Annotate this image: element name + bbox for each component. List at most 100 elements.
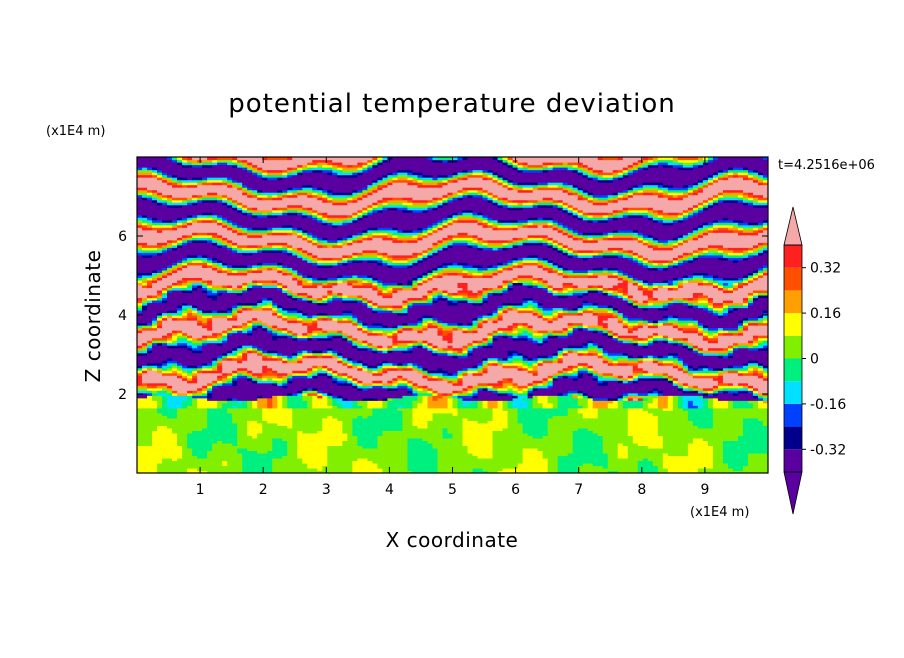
contour-cell: [312, 282, 323, 286]
contour-cell: [362, 385, 368, 389]
contour-cell: [282, 380, 288, 384]
contour-cell: [582, 312, 594, 316]
contour-cell: [457, 284, 469, 289]
contour-cell: [472, 325, 479, 329]
contour-cell: [187, 405, 198, 409]
contour-cell: [757, 242, 764, 246]
contour-cell: [712, 457, 724, 462]
contour-cell: [617, 450, 629, 454]
contour-cell: [347, 257, 353, 261]
contour-cell: [377, 442, 409, 447]
contour-cell: [622, 252, 629, 256]
contour-cell: [557, 289, 564, 294]
contour-cell: [402, 327, 414, 331]
contour-cell: [437, 322, 444, 326]
contour-cell: [682, 340, 689, 344]
contour-cell: [627, 299, 634, 304]
contour-cell: [717, 337, 754, 341]
contour-cell: [557, 262, 639, 266]
contour-cell: [152, 320, 158, 324]
contour-cell: [727, 390, 739, 394]
contour-cell: [607, 214, 614, 218]
contour-cell: [142, 309, 168, 314]
contour-cell: [517, 387, 524, 391]
contour-cell: [192, 337, 198, 341]
contour-cell: [297, 297, 303, 301]
contour-cell: [537, 277, 544, 281]
contour-cell: [237, 350, 243, 354]
contour-cell: [667, 317, 679, 321]
contour-cell: [737, 227, 744, 231]
contour-cell: [462, 274, 474, 278]
contour-cell: [397, 342, 409, 346]
contour-cell: [362, 299, 368, 304]
contour-cell: [472, 214, 479, 218]
contour-cell: [162, 272, 168, 276]
contour-cell: [737, 345, 749, 349]
contour-cell: [432, 412, 454, 416]
contour-cell: [452, 390, 459, 394]
contour-cell: [522, 282, 529, 286]
contour-cell: [547, 239, 554, 243]
contour-cell: [327, 400, 333, 404]
contour-cell: [587, 214, 594, 218]
contour-cell: [282, 360, 288, 364]
contour-cell: [702, 325, 709, 329]
contour-cell: [667, 355, 674, 359]
contour-cell: [282, 269, 288, 273]
contour-cell: [207, 259, 213, 263]
contour-cell: [462, 209, 474, 213]
contour-cell: [627, 279, 634, 283]
contour-cell: [352, 462, 378, 467]
contour-cell: [207, 262, 213, 266]
contour-cell: [732, 365, 744, 369]
contour-cell: [462, 420, 479, 424]
contour-cell: [577, 407, 599, 411]
contour-cell: [362, 340, 368, 344]
contour-cell: [672, 355, 679, 359]
contour-cell: [602, 372, 614, 376]
contour-cell: [632, 342, 639, 346]
contour-cell: [137, 362, 148, 366]
contour-cell: [137, 284, 143, 289]
contour-cell: [592, 304, 599, 309]
contour-cell: [287, 320, 298, 324]
contour-cell: [317, 277, 328, 281]
contour-cell: [507, 405, 514, 409]
contour-cell: [282, 397, 288, 401]
contour-cell: [197, 312, 203, 316]
contour-cell: [317, 244, 323, 248]
contour-cell: [372, 232, 388, 236]
contour-cell: [432, 287, 439, 291]
contour-cell: [652, 400, 659, 404]
contour-cell: [217, 332, 223, 336]
contour-cell: [137, 292, 158, 296]
contour-cell: [192, 214, 198, 218]
contour-cell: [142, 382, 148, 386]
contour-cell: [502, 262, 509, 266]
contour-cell: [442, 427, 449, 431]
contour-cell: [527, 385, 534, 389]
contour-cell: [307, 234, 313, 238]
contour-cell: [307, 249, 363, 253]
contour-cell: [507, 259, 514, 263]
contour-cell: [492, 412, 509, 416]
contour-cell: [357, 232, 363, 236]
contour-cell: [327, 450, 409, 454]
contour-cell: [352, 315, 358, 319]
contour-cell: [187, 254, 198, 258]
contour-cell: [462, 212, 474, 216]
contour-cell: [652, 247, 674, 251]
contour-cell: [377, 435, 444, 439]
contour-cell: [722, 252, 729, 256]
contour-cell: [442, 289, 449, 294]
contour-cell: [392, 337, 399, 341]
contour-cell: [642, 397, 649, 401]
contour-cell: [407, 390, 414, 394]
contour-cell: [537, 330, 549, 334]
contour-cell: [362, 397, 378, 401]
contour-cell: [332, 297, 343, 301]
contour-cell: [277, 284, 283, 289]
contour-cell: [182, 259, 188, 263]
contour-cell: [492, 455, 524, 459]
